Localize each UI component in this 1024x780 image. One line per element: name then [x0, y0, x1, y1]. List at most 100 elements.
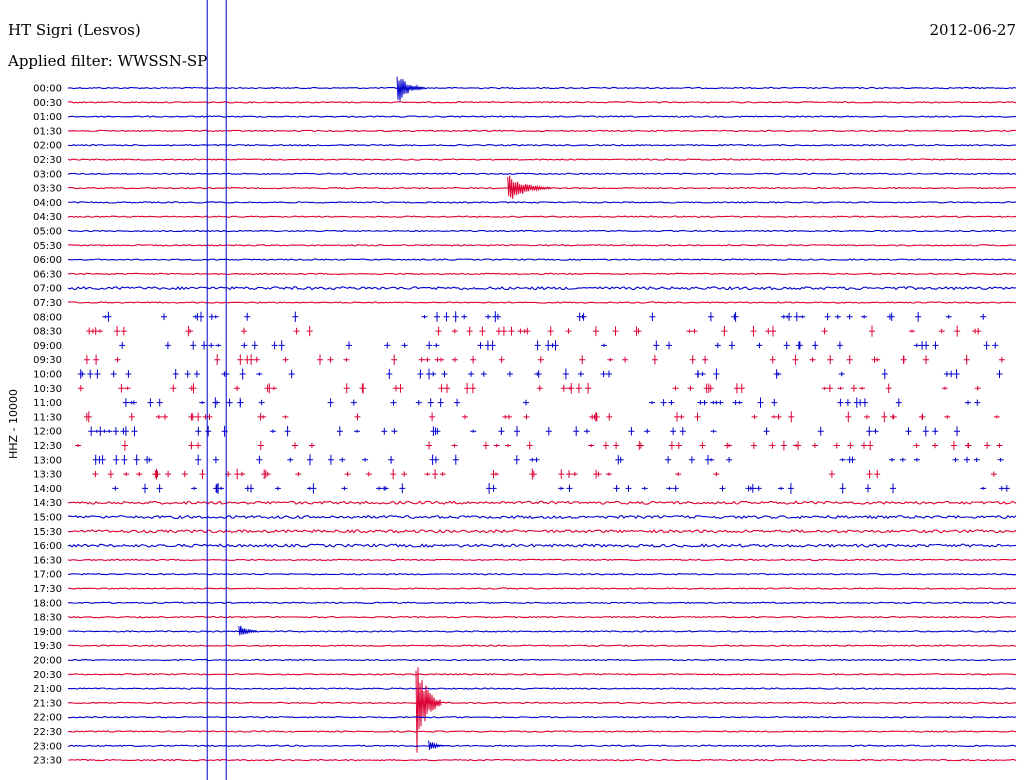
tick-label: 18:30 — [33, 613, 62, 624]
trace-spikes — [77, 382, 981, 394]
tick-label: 05:00 — [33, 227, 62, 238]
trace-spikes — [122, 397, 981, 408]
tick-label: 20:00 — [33, 656, 62, 667]
tick-label: 22:30 — [33, 727, 62, 738]
tick-label: 20:30 — [33, 670, 62, 681]
tick-label: 17:00 — [33, 570, 62, 581]
tick-label: 08:30 — [33, 327, 62, 338]
trace-spikes — [77, 368, 1003, 380]
event-signal — [507, 175, 553, 199]
trace-line — [67, 301, 1017, 304]
tick-label: 04:30 — [33, 212, 62, 223]
trace-line — [67, 673, 1017, 676]
tick-label: 11:30 — [33, 412, 62, 423]
tick-label: 03:00 — [33, 169, 62, 180]
trace-line — [67, 158, 1017, 161]
tick-label: 03:30 — [33, 184, 62, 195]
tick-label: 23:00 — [33, 741, 62, 752]
tick-label: 23:30 — [33, 756, 62, 767]
trace-line — [67, 615, 1017, 619]
trace-line — [67, 644, 1017, 647]
event-signal — [415, 667, 442, 753]
tick-label: 08:00 — [33, 312, 62, 323]
trace-line — [67, 587, 1017, 590]
tick-label: 15:30 — [33, 527, 62, 538]
tick-label: 09:30 — [33, 355, 62, 366]
y-axis-label: HHZ - 10000 — [7, 389, 20, 459]
tick-label: 10:00 — [33, 370, 62, 381]
trace-spikes — [102, 311, 987, 323]
trace-spikes — [112, 482, 1010, 494]
tick-label: 18:00 — [33, 598, 62, 609]
trace-line — [67, 572, 1017, 576]
tick-label: 09:00 — [33, 341, 62, 352]
tick-label: 00:30 — [33, 98, 62, 109]
tick-label: 16:30 — [33, 555, 62, 566]
trace-line — [67, 201, 1017, 204]
trace-line — [67, 115, 1017, 118]
trace-line — [67, 658, 1017, 662]
tick-label: 00:00 — [33, 84, 62, 95]
trace-group — [67, 76, 1017, 762]
tick-label: 13:30 — [33, 470, 62, 481]
vertical-markers — [206, 0, 227, 780]
trace-line — [67, 630, 1017, 633]
date-label: 2012-06-27 — [929, 21, 1016, 39]
trace-spikes — [92, 454, 1004, 466]
trace-line — [67, 543, 1017, 548]
tick-label: 06:30 — [33, 269, 62, 280]
trace-line — [67, 558, 1017, 562]
tick-label: 06:00 — [33, 255, 62, 266]
trace-line — [67, 258, 1017, 261]
trace-line — [67, 701, 1017, 705]
trace-line — [67, 285, 1017, 291]
tick-label: 12:30 — [33, 441, 62, 452]
tick-label: 21:30 — [33, 698, 62, 709]
trace-line — [67, 129, 1017, 133]
trace-line — [67, 601, 1017, 605]
tick-label: 01:00 — [33, 112, 62, 123]
trace-spikes — [83, 411, 1000, 423]
station-title: HT Sigri (Lesvos) — [8, 21, 141, 39]
trace-spikes — [88, 425, 960, 437]
tick-label: 19:00 — [33, 627, 62, 638]
tick-label: 10:30 — [33, 384, 62, 395]
trace-line — [67, 244, 1017, 247]
tick-label: 07:00 — [33, 284, 62, 295]
trace-line — [67, 514, 1017, 520]
tick-label: 05:30 — [33, 241, 62, 252]
tick-label: 14:00 — [33, 484, 62, 495]
trace-line — [67, 86, 1017, 90]
tick-label: 02:00 — [33, 141, 62, 152]
tick-label: 17:30 — [33, 584, 62, 595]
tick-label: 12:00 — [33, 427, 62, 438]
event-signal — [396, 76, 426, 101]
trace-line — [67, 229, 1017, 233]
tick-label: 13:00 — [33, 455, 62, 466]
trace-line — [67, 744, 1017, 748]
trace-spikes — [86, 325, 982, 337]
trace-line — [67, 272, 1017, 276]
filter-label: Applied filter: WWSSN-SP — [8, 52, 208, 70]
trace-spikes — [75, 440, 1003, 451]
tick-label: 02:30 — [33, 155, 62, 166]
trace-spikes — [83, 354, 1005, 366]
trace-line — [67, 101, 1017, 104]
tick-label: 21:00 — [33, 684, 62, 695]
tick-label: 15:00 — [33, 513, 62, 524]
tick-label: 22:00 — [33, 713, 62, 724]
tick-label: 07:30 — [33, 298, 62, 309]
trace-line — [67, 687, 1017, 690]
tick-label: 16:00 — [33, 541, 62, 552]
trace-line — [67, 215, 1017, 218]
time-tick-labels: 00:00 00:30 01:00 01:30 02:00 02:30 03:00 03:30… — [33, 84, 62, 767]
tick-label: 14:30 — [33, 498, 62, 509]
tick-label: 19:30 — [33, 641, 62, 652]
trace-line — [67, 172, 1017, 175]
tick-label: 04:00 — [33, 198, 62, 209]
tick-label: 01:30 — [33, 126, 62, 137]
trace-line — [67, 529, 1017, 534]
event-signal — [428, 740, 444, 750]
trace-spikes — [119, 340, 999, 351]
